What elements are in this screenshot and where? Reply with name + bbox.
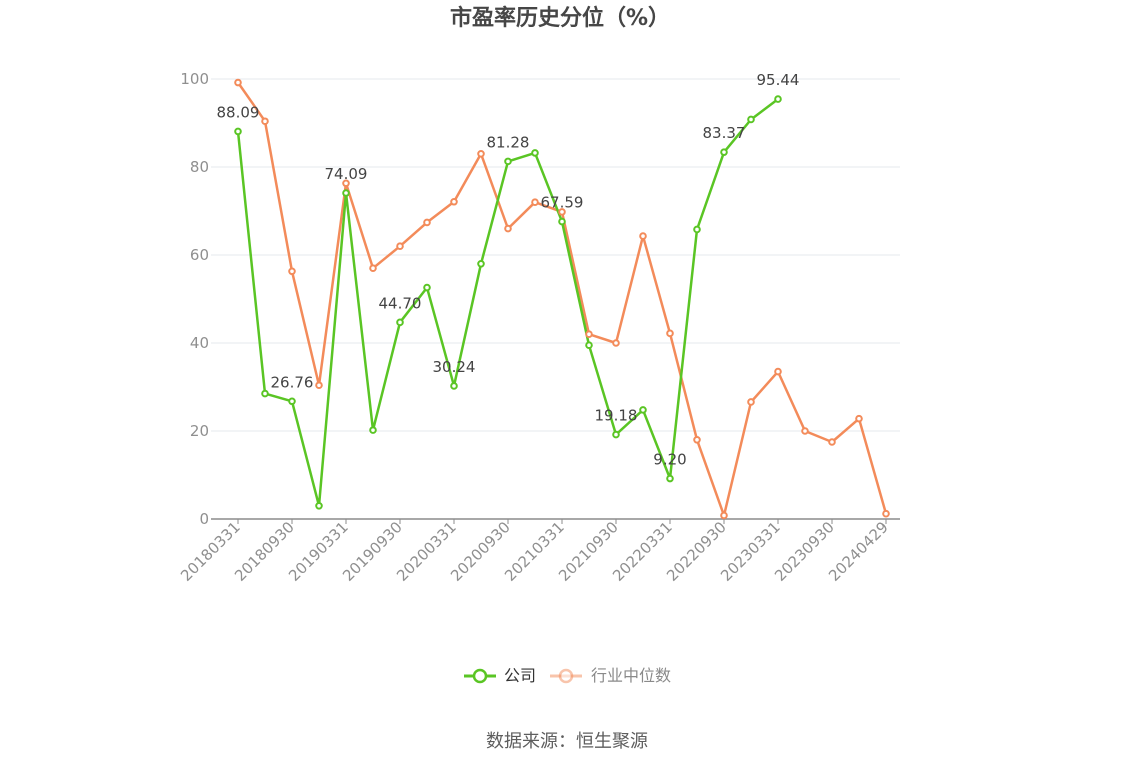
data-point-industry-median[interactable] xyxy=(342,179,350,188)
y-tick-label: 40 xyxy=(190,334,209,352)
data-label-company: 19.18 xyxy=(595,407,638,425)
data-point-company[interactable] xyxy=(666,474,674,483)
data-point-industry-median[interactable] xyxy=(423,218,431,227)
legend-item-industry-median[interactable]: 行业中位数 xyxy=(550,666,671,685)
data-label-company: 74.09 xyxy=(325,165,368,183)
data-point-industry-median[interactable] xyxy=(855,414,863,423)
legend-marker-company xyxy=(472,668,488,684)
data-point-industry-median[interactable] xyxy=(747,398,755,406)
data-point-company[interactable] xyxy=(477,260,485,268)
series-line-industry-median xyxy=(236,81,888,517)
data-labels: 88.09 26.76 74.09 44.70 30.24 81.28 67.59 19.18… xyxy=(217,71,800,468)
data-point-company[interactable] xyxy=(396,318,404,327)
data-point-industry-median[interactable] xyxy=(450,197,458,206)
data-point-industry-median[interactable] xyxy=(639,232,647,240)
legend-item-company[interactable]: 公司 xyxy=(464,666,536,685)
data-point-industry-median[interactable] xyxy=(801,427,809,435)
data-label-company: 44.70 xyxy=(379,294,422,312)
y-axis-ticks: 0 20 40 60 80 100 xyxy=(180,70,209,528)
data-point-company[interactable] xyxy=(234,127,242,136)
data-point-industry-median[interactable] xyxy=(720,511,728,520)
data-point-company[interactable] xyxy=(558,217,566,226)
legend-marker-industry-median xyxy=(558,668,574,684)
data-point-company[interactable] xyxy=(774,95,782,103)
data-point-company[interactable] xyxy=(369,426,377,434)
data-point-company[interactable] xyxy=(639,406,647,414)
data-point-industry-median[interactable] xyxy=(882,509,890,518)
data-point-industry-median[interactable] xyxy=(504,224,512,233)
data-label-company: 95.44 xyxy=(757,71,800,89)
data-point-company[interactable] xyxy=(612,430,620,439)
data-point-industry-median[interactable] xyxy=(396,242,404,250)
data-label-company: 9.20 xyxy=(653,451,686,469)
data-point-company[interactable] xyxy=(504,157,512,166)
legend-label-company: 公司 xyxy=(504,666,536,685)
legend: 公司 行业中位数 xyxy=(464,666,671,685)
y-tick-label: 0 xyxy=(199,510,209,528)
data-label-company: 26.76 xyxy=(271,373,314,391)
y-tick-label: 80 xyxy=(190,158,209,176)
data-point-company[interactable] xyxy=(585,341,593,350)
data-point-industry-median[interactable] xyxy=(558,208,566,216)
y-tick-label: 100 xyxy=(180,70,209,88)
data-point-company[interactable] xyxy=(315,502,323,510)
y-tick-label: 20 xyxy=(190,422,209,440)
data-source: 数据来源：恒生聚源 xyxy=(486,731,648,752)
x-tick-label: 20240429 xyxy=(825,518,892,585)
legend-label-industry-median: 行业中位数 xyxy=(591,666,671,685)
data-label-company: 83.37 xyxy=(703,124,746,142)
data-point-company[interactable] xyxy=(261,389,269,398)
data-point-company[interactable] xyxy=(342,189,350,197)
grid-lines xyxy=(211,78,900,432)
data-point-industry-median[interactable] xyxy=(531,198,539,206)
data-point-industry-median[interactable] xyxy=(477,150,485,158)
data-point-industry-median[interactable] xyxy=(369,264,377,273)
data-point-industry-median[interactable] xyxy=(234,78,242,87)
data-point-industry-median[interactable] xyxy=(261,117,269,126)
y-tick-label: 60 xyxy=(190,246,209,264)
data-point-industry-median[interactable] xyxy=(828,438,836,446)
data-point-company[interactable] xyxy=(423,283,431,292)
data-point-company[interactable] xyxy=(531,149,539,157)
series-lines xyxy=(236,81,888,517)
data-point-industry-median[interactable] xyxy=(774,367,782,376)
data-points xyxy=(234,78,890,520)
data-label-company: 30.24 xyxy=(433,358,476,376)
data-point-industry-median[interactable] xyxy=(315,381,323,390)
data-point-company[interactable] xyxy=(693,225,701,234)
data-point-company[interactable] xyxy=(288,397,296,406)
data-point-industry-median[interactable] xyxy=(666,329,674,338)
data-label-company: 88.09 xyxy=(217,103,260,121)
x-axis-ticks: 2018033120180930201903312019093020200331… xyxy=(177,518,892,585)
data-label-company: 81.28 xyxy=(487,133,530,151)
data-point-industry-median[interactable] xyxy=(288,267,296,276)
data-point-company[interactable] xyxy=(747,115,755,124)
data-point-company[interactable] xyxy=(720,148,728,156)
data-point-industry-median[interactable] xyxy=(612,339,620,347)
chart-title: 市盈率历史分位（%） xyxy=(450,5,670,31)
data-label-company: 67.59 xyxy=(541,194,584,212)
data-point-industry-median[interactable] xyxy=(585,330,593,339)
data-point-company[interactable] xyxy=(450,382,458,390)
data-point-industry-median[interactable] xyxy=(693,436,701,444)
